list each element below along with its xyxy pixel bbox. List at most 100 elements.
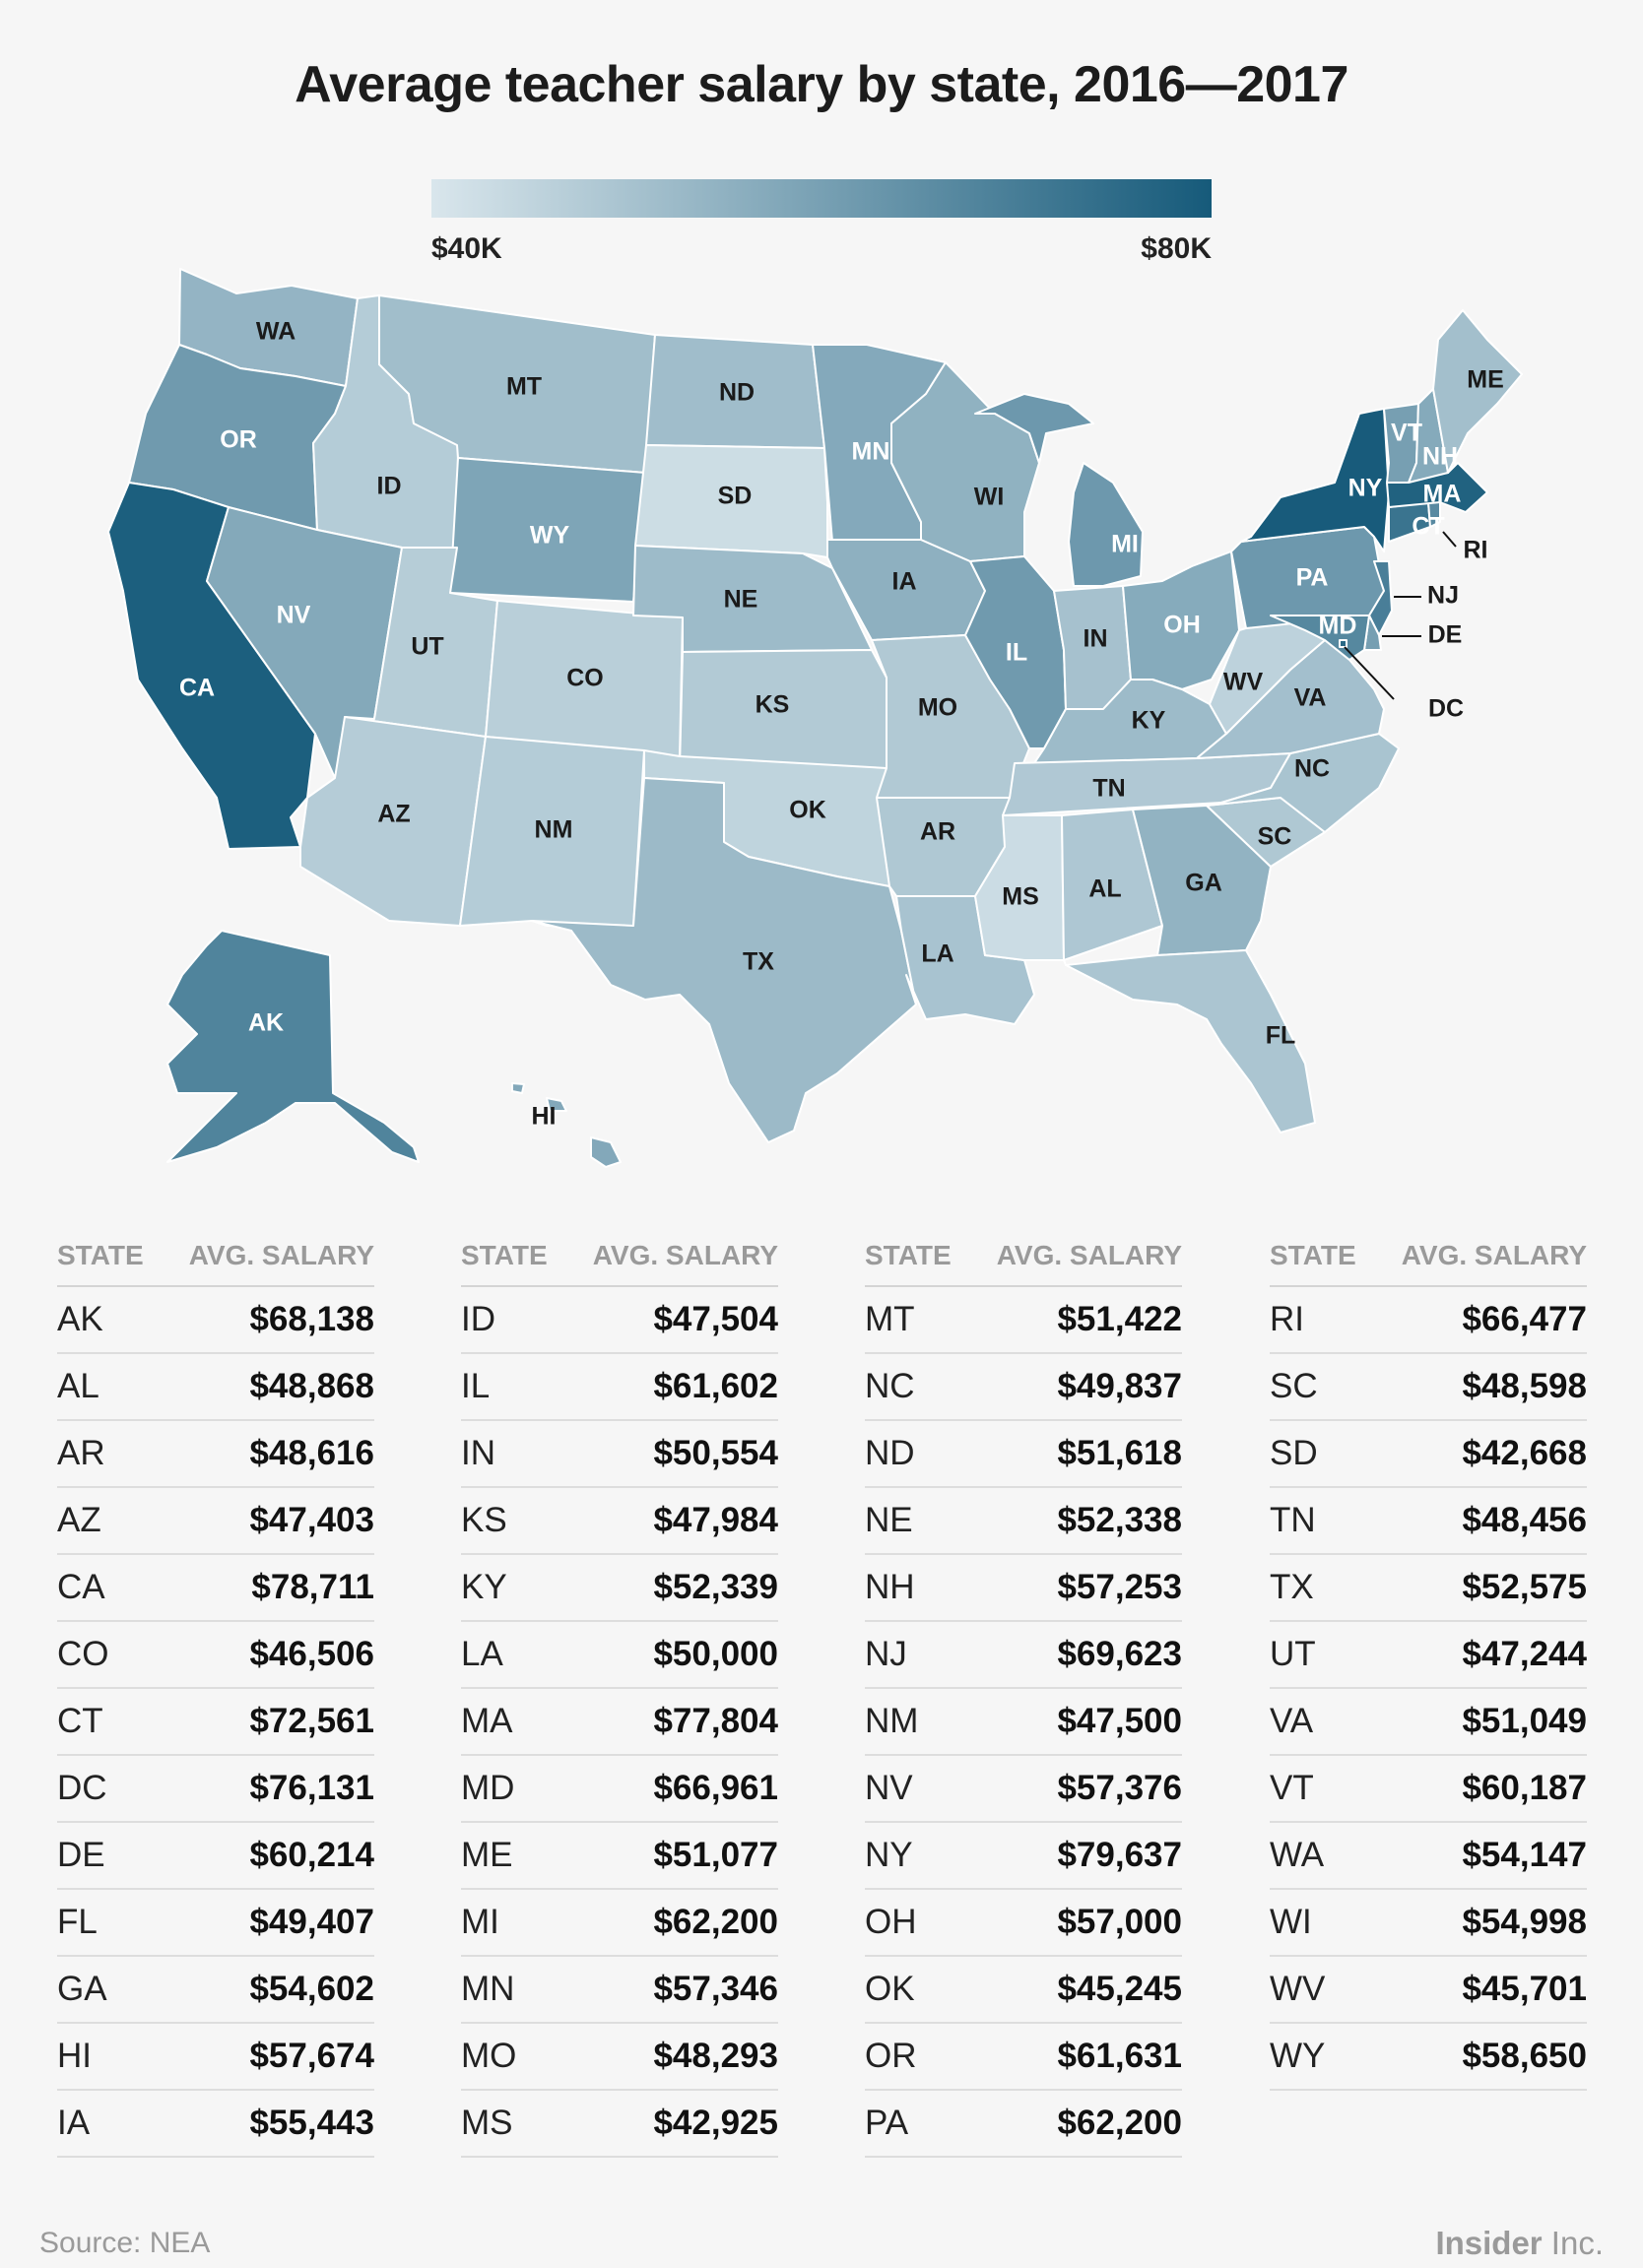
table-row: AK $68,138 [57, 1287, 374, 1354]
table-row: WV $45,701 [1270, 1957, 1587, 2024]
table-row: MN $57,346 [461, 1957, 778, 2024]
row-state: OH [865, 1903, 917, 1941]
header-state: STATE [57, 1240, 144, 1270]
brand-name: Insider [1435, 2225, 1543, 2261]
table-row: VT $60,187 [1270, 1756, 1587, 1823]
state-label-wa: WA [256, 318, 296, 346]
state-label-tx: TX [743, 948, 774, 976]
table-row: FL $49,407 [57, 1890, 374, 1957]
state-MD [1270, 615, 1370, 661]
table-row: RI $66,477 [1270, 1287, 1587, 1354]
row-state: TX [1270, 1568, 1314, 1606]
table-row: OK $45,245 [865, 1957, 1182, 2024]
legend-gradient-bar [431, 179, 1212, 218]
row-state: AR [57, 1434, 105, 1472]
row-salary: $58,650 [1462, 2037, 1587, 2075]
state-label-ar: AR [920, 818, 955, 846]
row-salary: $49,837 [1057, 1367, 1182, 1405]
state-label-de: DE [1428, 621, 1463, 649]
state-AK [166, 930, 420, 1163]
state-label-mo: MO [918, 694, 957, 722]
state-HI-3 [511, 1082, 525, 1094]
row-salary: $42,925 [653, 2104, 778, 2142]
state-label-id: ID [377, 473, 402, 500]
row-salary: $47,244 [1462, 1635, 1587, 1673]
state-label-ia: IA [892, 568, 917, 596]
row-state: DC [57, 1769, 107, 1807]
state-label-fl: FL [1266, 1022, 1296, 1050]
row-salary: $77,804 [653, 1702, 778, 1740]
row-salary: $52,339 [653, 1568, 778, 1606]
row-salary: $50,554 [653, 1434, 778, 1472]
table-row: ID $47,504 [461, 1287, 778, 1354]
callout-line-dc [1344, 646, 1395, 700]
row-salary: $55,443 [249, 2104, 374, 2142]
state-label-oh: OH [1163, 612, 1201, 639]
state-label-nv: NV [277, 602, 311, 629]
row-state: NC [865, 1367, 915, 1405]
table-row: NE $52,338 [865, 1488, 1182, 1555]
row-salary: $62,200 [1057, 2104, 1182, 2142]
row-state: VT [1270, 1769, 1314, 1807]
state-label-or: OR [220, 426, 257, 454]
state-NH [1408, 388, 1449, 484]
table-row: GA $54,602 [57, 1957, 374, 2024]
state-label-wy: WY [530, 522, 570, 550]
state-IL [964, 555, 1067, 749]
table-row: SC $48,598 [1270, 1354, 1587, 1421]
legend-min-label: $40K [431, 232, 502, 265]
row-state: MN [461, 1970, 515, 2008]
table-row: ME $51,077 [461, 1823, 778, 1890]
state-HI [590, 1136, 622, 1168]
state-label-sc: SC [1258, 823, 1292, 851]
state-label-nm: NM [535, 816, 573, 844]
row-state: NH [865, 1568, 915, 1606]
state-label-sd: SD [718, 483, 753, 510]
state-label-in: IN [1084, 625, 1108, 653]
state-label-il: IL [1006, 639, 1027, 667]
row-salary: $66,477 [1462, 1300, 1587, 1338]
row-salary: $45,245 [1057, 1970, 1182, 2008]
row-salary: $42,668 [1462, 1434, 1587, 1472]
row-state: MS [461, 2104, 513, 2142]
salary-table-col-2: STATE AVG. SALARY ID $47,504 IL $61,602 IN $50,… [461, 1226, 778, 2158]
chart-title: Average teacher salary by state, 2016—20… [295, 56, 1348, 113]
table-header: STATE AVG. SALARY [461, 1226, 778, 1287]
row-state: SC [1270, 1367, 1318, 1405]
row-salary: $57,376 [1057, 1769, 1182, 1807]
table-row: MS $42,925 [461, 2091, 778, 2158]
state-label-hi: HI [532, 1103, 557, 1131]
row-state: UT [1270, 1635, 1316, 1673]
brand-suffix: Inc. [1542, 2225, 1604, 2261]
row-state: ID [461, 1300, 495, 1338]
state-label-ga: GA [1185, 870, 1222, 897]
row-state: WV [1270, 1970, 1326, 2008]
row-salary: $57,674 [249, 2037, 374, 2075]
table-row: SD $42,668 [1270, 1421, 1587, 1488]
row-state: KS [461, 1501, 507, 1539]
us-map: WA OR CA ID NV MT WY UT CO AZ NM ND SD NE KS OK TX MN IA MO… [107, 268, 1523, 1168]
row-state: TN [1270, 1501, 1316, 1539]
row-salary: $48,616 [249, 1434, 374, 1472]
row-state: VA [1270, 1702, 1314, 1740]
salary-table-col-4: STATE AVG. SALARY RI $66,477 SC $48,598 SD $42,… [1270, 1226, 1587, 2091]
state-label-md: MD [1319, 613, 1357, 640]
row-state: NM [865, 1702, 919, 1740]
row-state: IL [461, 1367, 491, 1405]
table-row: OH $57,000 [865, 1890, 1182, 1957]
row-state: FL [57, 1903, 98, 1941]
table-row: VA $51,049 [1270, 1689, 1587, 1756]
row-salary: $48,598 [1462, 1367, 1587, 1405]
table-row: MA $77,804 [461, 1689, 778, 1756]
state-HI-2 [546, 1097, 567, 1112]
table-row: MT $51,422 [865, 1287, 1182, 1354]
row-state: CO [57, 1635, 109, 1673]
row-state: HI [57, 2037, 92, 2075]
state-label-mi: MI [1111, 531, 1139, 558]
state-label-ca: CA [179, 675, 215, 702]
table-row: TX $52,575 [1270, 1555, 1587, 1622]
table-row: AZ $47,403 [57, 1488, 374, 1555]
row-state: SD [1270, 1434, 1318, 1472]
row-salary: $60,214 [249, 1836, 374, 1874]
row-salary: $72,561 [249, 1702, 374, 1740]
